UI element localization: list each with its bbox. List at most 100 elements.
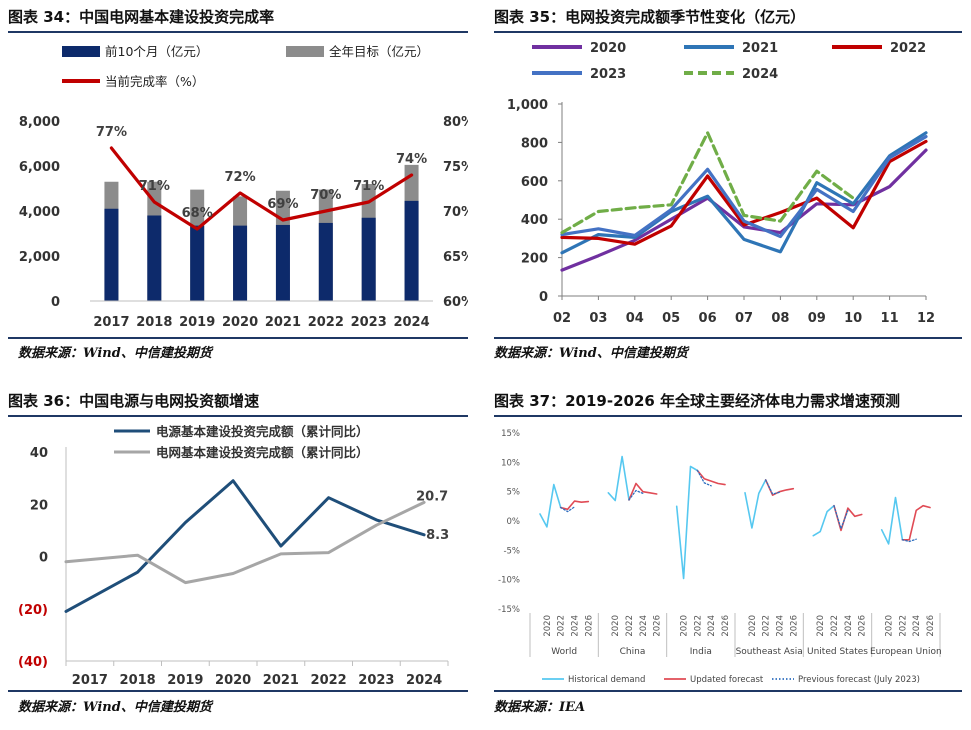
rate-data-label: 74% [396,152,427,167]
series-line-updated [833,504,863,532]
y-tick-label: -15% [498,605,520,615]
end-label-power-source: 8.3 [426,528,449,543]
x-tick-label: 2018 [136,315,172,330]
x-tick-label: 2024 [406,673,442,688]
x-tick-label: 2026 [584,615,594,637]
chart37-title: 图表 37：2019-2026 年全球主要经济体电力需求增速预测 [494,392,901,410]
chart36: 电源基本建设投资完成额（累计同比） 电网基本建设投资完成额（累计同比） (40) (2… [18,424,449,688]
x-tick-label: 2022 [830,615,840,637]
series-line-historical [607,455,630,502]
chart35-source: 数据来源：Wind、中信建投期货 [494,346,688,361]
x-tick-label: 2018 [120,673,156,688]
y-tick-label: -5% [503,546,520,556]
bar-ytd [361,217,376,301]
chart34-bottom-rule [8,337,468,339]
legend-label-2024: 2024 [742,67,778,82]
x-tick-label: 2021 [263,673,299,688]
x-tick-label: 12 [917,311,935,326]
y-tick-label: 6,000 [19,160,60,175]
chart37-bottom-rule [494,690,962,692]
y-tick-label: 20 [30,498,48,513]
group-label: World [551,647,577,657]
series-line-rate [109,146,414,231]
x-tick-label: 2019 [179,315,215,330]
x-tick-label: 2026 [926,615,936,637]
x-tick-label: 2024 [776,615,786,637]
legend-label-rate: 当前完成率（%） [105,74,204,89]
legend-label-2022: 2022 [890,41,926,56]
group-label: European Union [870,647,942,657]
series-line-1 [64,500,426,585]
x-tick-label: 2022 [898,615,908,637]
x-tick-label: 2023 [358,673,394,688]
legend-label-2023: 2023 [590,67,626,82]
series-line-updated [696,469,726,486]
bar-ytd [318,222,333,301]
bar-ytd [190,225,205,301]
x-tick-label: 2022 [693,615,703,637]
y2-tick-label: 75% [443,160,468,175]
x-tick-label: 2020 [215,673,251,688]
chart37-title-rule [494,415,962,417]
chart34-title: 图表 34：中国电网基本建设投资完成率 [8,8,275,26]
x-tick-label: 2020 [885,615,895,637]
y-tick-label: 200 [521,252,548,267]
x-tick-label: 2023 [351,315,387,330]
y-tick-label: 4,000 [19,205,60,220]
group-label: India [690,647,712,657]
x-tick-label: 02 [553,311,571,326]
y-tick-label: 800 [521,136,548,151]
series-line-previous [901,538,917,543]
x-tick-label: 08 [771,311,789,326]
x-tick-label: 2024 [707,615,717,637]
legend-label-2020: 2020 [590,41,626,56]
chart36-title: 图表 36：中国电源与电网投资额增速 [8,392,260,410]
bar-ytd [233,225,248,301]
series-line-0 [64,479,426,613]
x-tick-label: 2019 [167,673,203,688]
x-tick-label: 2021 [265,315,301,330]
x-tick-label: 2026 [789,615,799,637]
chart35-title-rule [494,31,962,33]
series-line-2021 [560,131,928,255]
y-tick-label: (40) [18,655,48,670]
y2-tick-label: 65% [443,250,468,265]
x-tick-label: 2024 [571,615,581,637]
series-line-previous [833,505,849,530]
series-line-previous [765,479,781,495]
y-tick-label: 400 [521,213,548,228]
series-line-updated [901,504,931,541]
rate-data-label: 71% [139,179,170,194]
x-tick-label: 2024 [844,615,854,637]
x-tick-label: 2024 [393,315,429,330]
rate-data-label: 72% [225,170,256,185]
x-tick-label: 2020 [543,615,553,637]
legend-label-target: 全年目标（亿元） [329,44,429,59]
chart34-source: 数据来源：Wind、中信建投期货 [18,346,212,361]
rate-data-label: 70% [310,188,341,203]
legend-label-0: Historical demand [568,675,645,685]
series-line-2024 [560,131,855,235]
rate-data-label: 68% [182,206,213,221]
legend-label-0: 电源基本建设投资完成额（累计同比） [156,424,369,439]
series-line-previous [560,506,576,513]
x-tick-label: 2024 [912,615,922,637]
legend-swatch-ytd [62,46,100,57]
series-line-updated [559,500,590,511]
series-line-previous [696,469,712,487]
chart34: 前10个月（亿元） 全年目标（亿元） 当前完成率（%） 0 2,000 4,000 6,00… [19,44,468,330]
chart36-bottom-rule [8,690,468,692]
series-line-2020 [560,148,928,272]
legend-swatch-target [286,46,324,57]
rate-data-label: 71% [353,179,384,194]
rate-data-label: 77% [96,125,127,140]
y2-tick-label: 80% [443,115,468,130]
x-tick-label: 2020 [680,615,690,637]
x-tick-label: 2020 [816,615,826,637]
chart36-source: 数据来源：Wind、中信建投期货 [18,700,212,715]
chart35-bottom-rule [494,337,962,339]
series-line-2022 [560,139,928,246]
x-tick-label: 11 [881,311,899,326]
series-line-updated [628,482,658,501]
x-tick-label: 2022 [762,615,772,637]
